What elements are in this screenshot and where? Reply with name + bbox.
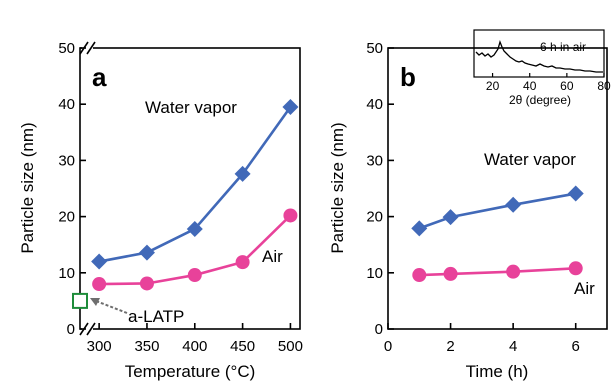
panel-b-ylabel: Particle size (nm) bbox=[328, 122, 347, 253]
panel-a-point-air bbox=[139, 276, 154, 291]
panel-a-point-water-vapor bbox=[91, 253, 108, 270]
panel-a-point-air bbox=[187, 268, 202, 283]
panel-a-point-water-vapor bbox=[186, 220, 203, 237]
panel-b-ytick-label: 30 bbox=[366, 152, 383, 169]
panel-a-ytick-label: 10 bbox=[58, 265, 75, 282]
inset-xlabel: 2θ (degree) bbox=[509, 93, 571, 107]
panel-a-point-water-vapor bbox=[282, 99, 299, 116]
panel-b-point-air bbox=[443, 266, 458, 281]
a-latp-label: a-LATP bbox=[128, 307, 184, 326]
a-latp-point bbox=[72, 292, 88, 309]
panel-b-point-water-vapor bbox=[567, 185, 584, 202]
inset-xtick-label: 60 bbox=[560, 79, 574, 93]
panel-b-point-air bbox=[506, 264, 521, 279]
panel-a-label: a bbox=[92, 62, 107, 92]
panel-a-ytick-label: 30 bbox=[58, 152, 75, 169]
panel-b-xtick-label: 4 bbox=[509, 338, 517, 355]
panel-a-series bbox=[72, 99, 299, 309]
panel-a-ytick-label: 20 bbox=[58, 209, 75, 226]
panel-a-ytick-label: 50 bbox=[58, 40, 75, 57]
panel-a-xlabel: Temperature (°C) bbox=[125, 362, 256, 381]
panel-a-point-water-vapor bbox=[138, 244, 155, 261]
panel-a-point-water-vapor bbox=[234, 165, 251, 182]
inset-xtick-label: 80 bbox=[597, 79, 611, 93]
panel-b-plot-frame bbox=[387, 47, 608, 330]
panel-a-plot-frame bbox=[79, 47, 301, 330]
panel-a-xtick-label: 500 bbox=[278, 338, 303, 355]
panel-b-point-air bbox=[412, 268, 427, 283]
panel-b-label-water-vapor: Water vapor bbox=[484, 150, 576, 169]
panel-a-xtick-label: 450 bbox=[230, 338, 255, 355]
panel-a-point-air bbox=[283, 208, 298, 223]
panel-a-point-air bbox=[235, 255, 250, 270]
panel-b-xtick-label: 2 bbox=[446, 338, 454, 355]
inset: 20 40 60 80 6 h in air 2θ (degree) bbox=[473, 29, 611, 107]
panel-a-line-water-vapor bbox=[98, 106, 292, 263]
panel-a-ylabel: Particle size (nm) bbox=[18, 122, 37, 253]
panel-a-point-air bbox=[92, 277, 107, 292]
panel-b-line-air bbox=[419, 267, 576, 277]
panel-b-xtick-label: 0 bbox=[384, 338, 392, 355]
panel-b-series bbox=[411, 185, 584, 283]
panel-b-ytick-label: 50 bbox=[366, 40, 383, 57]
panel-b-ytick-label: 0 bbox=[375, 321, 383, 338]
inset-xrd-curve bbox=[475, 39, 603, 73]
panel-a-xtick-label: 400 bbox=[182, 338, 207, 355]
panel-b-label: b bbox=[400, 62, 416, 92]
inset-xtick-label: 40 bbox=[523, 79, 537, 93]
panel-a-xtick-label: 350 bbox=[134, 338, 159, 355]
panel-b-xtick-label: 6 bbox=[572, 338, 580, 355]
panel-b-line-water-vapor bbox=[418, 192, 576, 230]
inset-label: 6 h in air bbox=[540, 40, 586, 54]
panel-a-ytick-label: 40 bbox=[58, 96, 75, 113]
panel-b-point-water-vapor bbox=[505, 196, 522, 213]
panel-b-label-air: Air bbox=[574, 279, 595, 298]
panel-a-label-water-vapor: Water vapor bbox=[145, 98, 237, 117]
panel-b-ytick-label: 10 bbox=[366, 265, 383, 282]
panel-a: 0 10 20 30 40 50 300 350 400 450 500 a Particle si… bbox=[18, 40, 303, 381]
panel-a-label-air: Air bbox=[262, 247, 283, 266]
panel-a-xtick-label: 300 bbox=[87, 338, 112, 355]
inset-frame bbox=[473, 29, 605, 78]
a-latp-arrow bbox=[90, 298, 128, 314]
panel-b-point-water-vapor bbox=[442, 209, 459, 226]
panel-a-ytick-label: 0 bbox=[67, 321, 75, 338]
panel-b-point-water-vapor bbox=[411, 220, 428, 237]
panel-b-ticks: 0 10 20 30 40 50 0 2 4 6 bbox=[366, 40, 580, 355]
inset-ticks: 20 40 60 80 bbox=[486, 73, 611, 93]
panel-b-ytick-label: 40 bbox=[366, 96, 383, 113]
inset-xtick-label: 20 bbox=[486, 79, 500, 93]
panel-b-xlabel: Time (h) bbox=[466, 362, 529, 381]
panel-b-ytick-label: 20 bbox=[366, 209, 383, 226]
panel-b: 0 10 20 30 40 50 0 2 4 6 b Particle size (nm) Tim… bbox=[328, 29, 611, 381]
panel-b-point-air bbox=[568, 261, 583, 276]
panel-a-ticks: 0 10 20 30 40 50 300 350 400 450 500 bbox=[58, 40, 303, 355]
